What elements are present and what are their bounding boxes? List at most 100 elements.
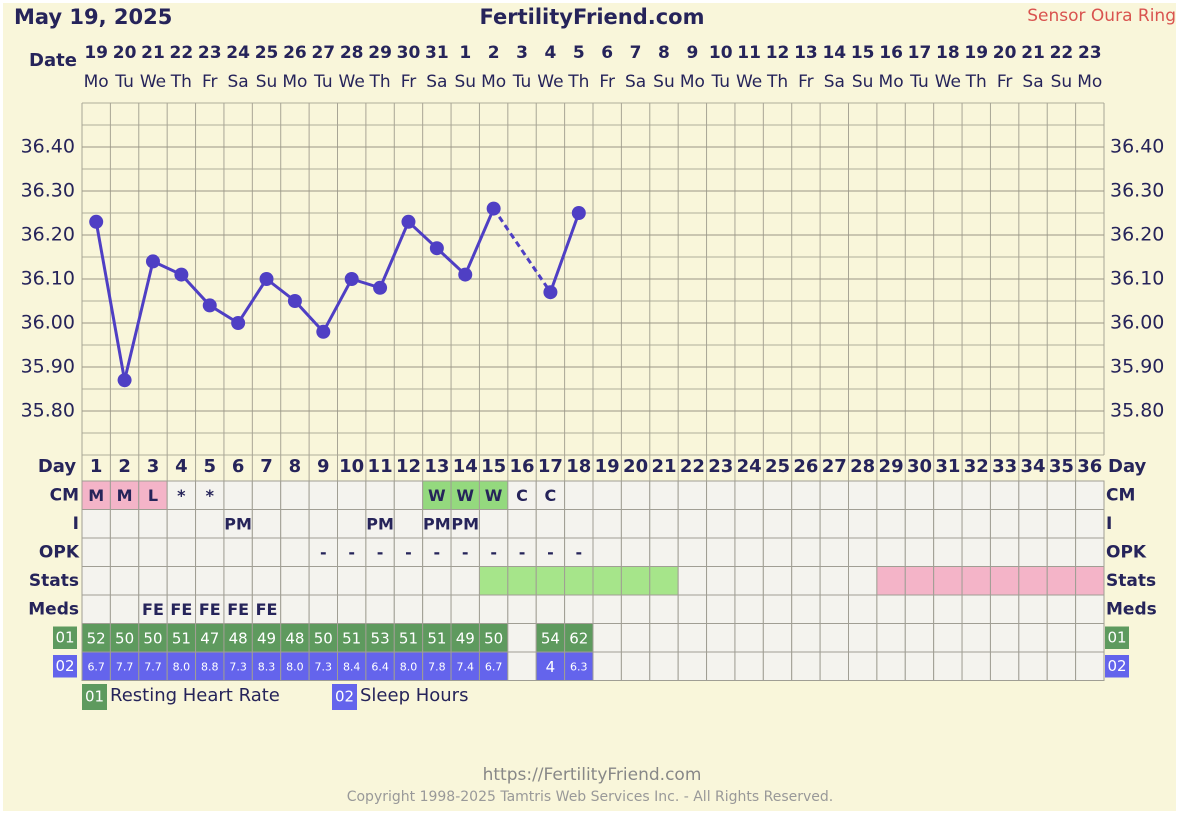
cell xyxy=(393,594,424,624)
y2-tick-label: 36.00 xyxy=(1110,312,1164,334)
cell xyxy=(109,623,140,653)
cell-text: - xyxy=(377,543,384,562)
cell-text: 8.4 xyxy=(343,660,361,673)
row-label-right: 02 xyxy=(1107,657,1126,675)
date: 21 xyxy=(141,43,165,63)
weekday: Mo xyxy=(879,72,904,92)
row-code-box xyxy=(1105,655,1129,678)
cell xyxy=(762,509,793,539)
cell-text: FE xyxy=(227,600,249,619)
date: 10 xyxy=(709,43,733,63)
cell xyxy=(251,651,282,681)
weekday: Sa xyxy=(824,72,845,92)
cell xyxy=(308,509,339,539)
cell-text: 54 xyxy=(541,629,560,647)
weekday: Mo xyxy=(680,72,705,92)
cell xyxy=(564,594,594,624)
cell xyxy=(762,537,793,567)
cell xyxy=(81,509,111,539)
day-number: 7 xyxy=(260,456,273,477)
temperature-point xyxy=(259,272,274,286)
day-number: 26 xyxy=(793,456,818,477)
copyright: Copyright 1998-2025 Tamtris Web Services… xyxy=(347,789,834,805)
temperature-point xyxy=(117,373,132,388)
cell-text: FE xyxy=(256,600,278,619)
cell xyxy=(478,594,509,624)
row-label: Stats xyxy=(29,571,79,591)
cell xyxy=(876,594,906,624)
cell xyxy=(393,566,424,596)
date: 20 xyxy=(113,43,137,63)
cell xyxy=(1075,509,1105,539)
cell xyxy=(904,537,935,567)
legend-name: Resting Heart Rate xyxy=(110,685,280,706)
cell xyxy=(989,537,1020,567)
cell xyxy=(819,566,849,596)
temperature-point xyxy=(344,272,359,286)
cell xyxy=(450,594,480,624)
date: 31 xyxy=(425,43,449,63)
row-label: 01 xyxy=(55,628,74,646)
day-number: 10 xyxy=(339,456,364,477)
date: 28 xyxy=(340,43,364,63)
weekday: Sa xyxy=(1022,72,1043,92)
cell xyxy=(848,509,878,539)
cell xyxy=(961,594,991,624)
cell xyxy=(535,651,566,681)
cell xyxy=(337,537,367,567)
cell xyxy=(166,537,197,567)
row-label-right: OPK xyxy=(1106,542,1147,562)
cell xyxy=(620,651,651,681)
weekday: Su xyxy=(653,72,675,92)
day-number: 23 xyxy=(708,456,733,477)
cell xyxy=(989,594,1020,624)
cell xyxy=(592,623,622,653)
cell-text: W xyxy=(428,486,446,505)
date: 21 xyxy=(1021,43,1045,63)
cell xyxy=(933,651,963,681)
cell xyxy=(365,480,395,510)
cell xyxy=(649,594,679,624)
cell xyxy=(989,651,1020,681)
cell xyxy=(507,509,537,539)
legend-name: Sleep Hours xyxy=(360,685,468,706)
cell-text: 47 xyxy=(200,629,219,647)
cell xyxy=(1075,651,1105,681)
cell xyxy=(507,566,537,596)
day-number: 22 xyxy=(680,456,705,477)
y-tick-label: 36.00 xyxy=(21,312,75,334)
cell xyxy=(819,509,849,539)
cell xyxy=(904,594,935,624)
weekday: Tu xyxy=(114,72,134,92)
cell xyxy=(1018,651,1048,681)
footer-url: https://FertilityFriend.com xyxy=(483,765,702,785)
cell xyxy=(166,651,197,681)
cell xyxy=(819,480,849,510)
temperature-point xyxy=(429,241,444,256)
chart-date: May 19, 2025 xyxy=(14,5,172,29)
cell xyxy=(848,623,878,653)
cell xyxy=(876,566,906,596)
temperature-point xyxy=(373,280,388,295)
cell xyxy=(791,566,821,596)
cell xyxy=(1046,566,1077,596)
cell xyxy=(734,566,764,596)
row-label: Meds xyxy=(28,599,79,619)
cell-text: 8.8 xyxy=(201,660,219,673)
cell-text: 52 xyxy=(87,629,106,647)
cell xyxy=(734,594,764,624)
cell xyxy=(337,509,367,539)
cell xyxy=(706,537,736,567)
cell xyxy=(166,594,197,624)
cell xyxy=(961,651,991,681)
cell xyxy=(1075,594,1105,624)
row-label: OPK xyxy=(39,542,80,562)
cell xyxy=(961,566,991,596)
cell-text: 50 xyxy=(143,629,162,647)
cell-text: C xyxy=(545,486,557,505)
day-number: 13 xyxy=(424,456,449,477)
cell xyxy=(904,623,935,653)
weekday: Su xyxy=(256,72,278,92)
weekday: Th xyxy=(965,72,987,92)
date: 7 xyxy=(630,43,642,63)
